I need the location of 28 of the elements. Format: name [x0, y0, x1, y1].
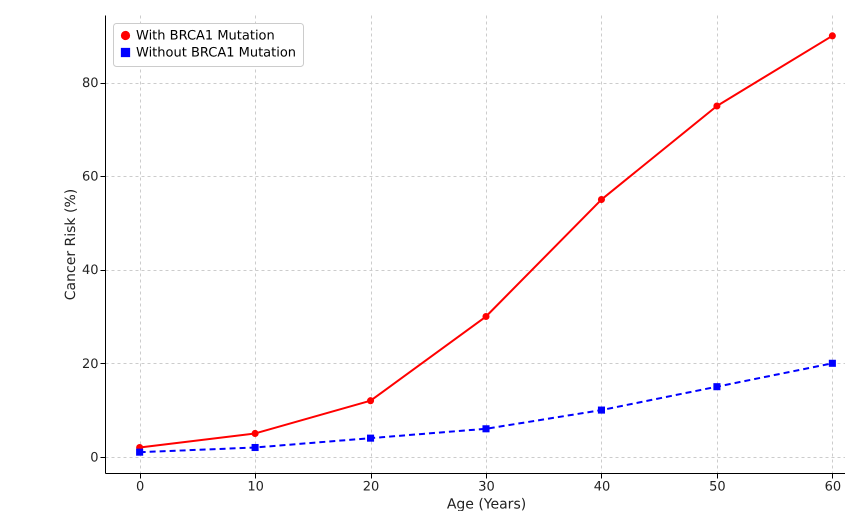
- point: [367, 397, 374, 404]
- point: [482, 425, 490, 432]
- y-tick-label: 80: [82, 76, 98, 92]
- y-axis-title: Cancer Risk (%): [62, 188, 79, 300]
- point: [598, 196, 605, 204]
- y-tick-label: 40: [82, 263, 98, 278]
- x-tick-label: 50: [709, 480, 726, 494]
- point: [713, 383, 720, 390]
- y-tick-label: 20: [82, 356, 98, 372]
- x-tick-label: 0: [136, 480, 144, 494]
- x-tick-label: 60: [824, 480, 842, 494]
- point: [252, 430, 259, 437]
- legend-label: Without BRCA1 Mutation: [136, 46, 296, 60]
- point: [828, 32, 836, 40]
- x-tick-label: 10: [247, 480, 264, 494]
- point: [713, 102, 720, 110]
- point: [252, 444, 259, 452]
- y-tick-label: 0: [90, 450, 98, 466]
- point: [367, 434, 374, 442]
- y-tick-label: 60: [82, 170, 98, 185]
- x-tick-label: 40: [594, 480, 610, 494]
- x-tick-label: 20: [362, 480, 380, 494]
- legend-label: With BRCA1 Mutation: [136, 28, 275, 44]
- point: [598, 406, 605, 414]
- x-tick-label: 30: [478, 480, 495, 494]
- point: [482, 312, 490, 320]
- point: [136, 448, 144, 456]
- point: [828, 360, 836, 367]
